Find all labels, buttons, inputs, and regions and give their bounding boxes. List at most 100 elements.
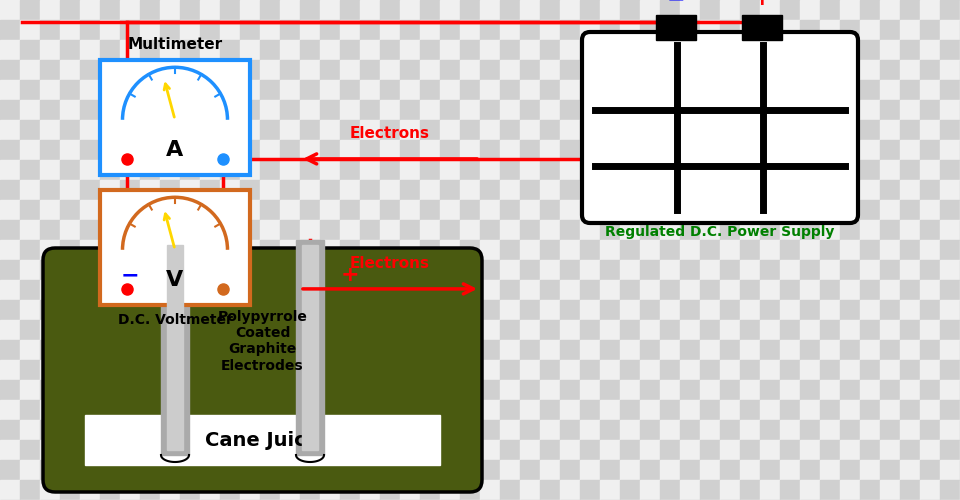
- Bar: [820, 200, 840, 220]
- Bar: [660, 380, 680, 400]
- Bar: [560, 60, 580, 80]
- Bar: [580, 120, 600, 140]
- Bar: [340, 220, 360, 240]
- Bar: [520, 20, 540, 40]
- Bar: [40, 120, 60, 140]
- Bar: [20, 240, 40, 260]
- Bar: [320, 460, 340, 480]
- Bar: [900, 380, 920, 400]
- Bar: [800, 480, 820, 500]
- Bar: [880, 140, 900, 160]
- Bar: [700, 20, 720, 40]
- Bar: [900, 220, 920, 240]
- Bar: [160, 200, 180, 220]
- Bar: [880, 280, 900, 300]
- Bar: [440, 400, 460, 420]
- Bar: [220, 280, 240, 300]
- Bar: [940, 60, 960, 80]
- Bar: [160, 160, 180, 180]
- Bar: [420, 140, 440, 160]
- Bar: [340, 320, 360, 340]
- Bar: [320, 400, 340, 420]
- Bar: [0, 320, 20, 340]
- Bar: [80, 440, 100, 460]
- Bar: [620, 80, 640, 100]
- Bar: [640, 400, 660, 420]
- Bar: [40, 180, 60, 200]
- Bar: [620, 40, 640, 60]
- Bar: [800, 440, 820, 460]
- Bar: [880, 420, 900, 440]
- Bar: [160, 40, 180, 60]
- Bar: [740, 20, 760, 40]
- Bar: [540, 60, 560, 80]
- Bar: [620, 340, 640, 360]
- Bar: [260, 220, 280, 240]
- Bar: [180, 80, 200, 100]
- Bar: [700, 200, 720, 220]
- Bar: [180, 60, 200, 80]
- Bar: [900, 280, 920, 300]
- Bar: [820, 60, 840, 80]
- Bar: [160, 100, 180, 120]
- Bar: [700, 100, 720, 120]
- Bar: [20, 480, 40, 500]
- Bar: [240, 100, 260, 120]
- Bar: [920, 40, 940, 60]
- Bar: [460, 80, 480, 100]
- Bar: [760, 200, 780, 220]
- Bar: [20, 40, 40, 60]
- Bar: [260, 80, 280, 100]
- Bar: [260, 140, 280, 160]
- Bar: [0, 180, 20, 200]
- Bar: [780, 80, 800, 100]
- Bar: [180, 440, 200, 460]
- Bar: [400, 260, 420, 280]
- Bar: [820, 160, 840, 180]
- Bar: [100, 440, 120, 460]
- Bar: [860, 400, 880, 420]
- Bar: [620, 240, 640, 260]
- Bar: [60, 100, 80, 120]
- Bar: [540, 360, 560, 380]
- Bar: [680, 400, 700, 420]
- Bar: [580, 60, 600, 80]
- Bar: [680, 240, 700, 260]
- Bar: [500, 220, 520, 240]
- Bar: [940, 440, 960, 460]
- Bar: [520, 220, 540, 240]
- Bar: [860, 180, 880, 200]
- Bar: [300, 60, 320, 80]
- Bar: [220, 120, 240, 140]
- Bar: [420, 420, 440, 440]
- Bar: [380, 180, 400, 200]
- Bar: [920, 320, 940, 340]
- Bar: [700, 60, 720, 80]
- Bar: [220, 420, 240, 440]
- Bar: [940, 460, 960, 480]
- Bar: [940, 360, 960, 380]
- Bar: [400, 200, 420, 220]
- Bar: [760, 240, 780, 260]
- Bar: [680, 260, 700, 280]
- Bar: [60, 260, 80, 280]
- Bar: [920, 180, 940, 200]
- Bar: [640, 200, 660, 220]
- Bar: [500, 140, 520, 160]
- Bar: [300, 380, 320, 400]
- Bar: [400, 380, 420, 400]
- Bar: [260, 0, 280, 20]
- Bar: [200, 220, 220, 240]
- Bar: [720, 180, 740, 200]
- Bar: [840, 480, 860, 500]
- Bar: [320, 320, 340, 340]
- Bar: [300, 220, 320, 240]
- Bar: [560, 440, 580, 460]
- Bar: [760, 280, 780, 300]
- Bar: [260, 240, 280, 260]
- Bar: [660, 340, 680, 360]
- Bar: [220, 480, 240, 500]
- Bar: [360, 280, 380, 300]
- Bar: [880, 40, 900, 60]
- Bar: [580, 40, 600, 60]
